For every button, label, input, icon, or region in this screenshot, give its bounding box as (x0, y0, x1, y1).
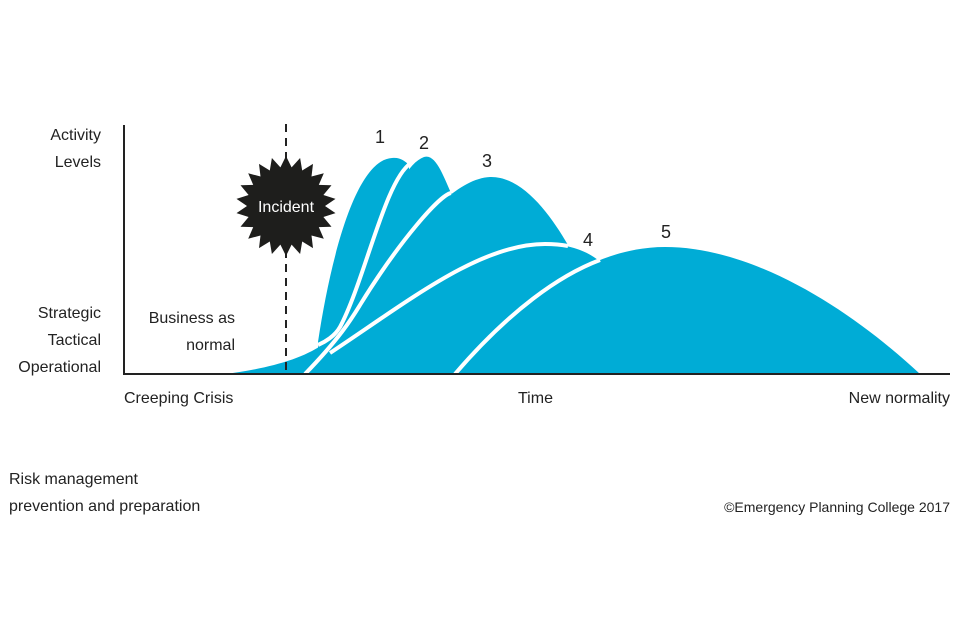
business-as-normal-label: Business as normal (149, 305, 235, 359)
phase-4-edge (328, 241, 569, 355)
y-axis-label: Activity Levels (50, 122, 101, 176)
business-as-normal-line: Business as (148, 310, 235, 327)
business-as-normal-line: normal (186, 337, 235, 354)
incident-label: Incident (258, 199, 315, 216)
x-axis-end-label: New normality (848, 390, 950, 407)
y-axis-label-line: Levels (54, 154, 101, 171)
footer-risk-management: Risk management prevention and preparati… (9, 466, 200, 520)
x-axis-time-label: Time (518, 390, 553, 407)
copyright: ©Emergency Planning College 2017 (724, 499, 950, 515)
phase-1-label: 1 (375, 127, 385, 147)
phase-4-label: 4 (583, 230, 593, 250)
phase-3-edge (303, 191, 452, 376)
footer-line: Risk management (9, 471, 138, 488)
level-tactical: Tactical (47, 332, 101, 349)
x-axis-start-label: Creeping Crisis (124, 390, 234, 407)
phase-2-label: 2 (419, 133, 429, 153)
phase-5-label: 5 (661, 222, 671, 242)
level-operational: Operational (18, 359, 101, 376)
footer-line: prevention and preparation (9, 498, 201, 515)
phase-2-edge (317, 161, 413, 347)
incident-burst-icon (236, 156, 336, 256)
phase-5-area (455, 247, 920, 374)
phase-3-label: 3 (482, 151, 492, 171)
level-labels: Strategic Tactical Operational (18, 300, 101, 381)
y-axis-label-line: Activity (50, 127, 101, 144)
phase-5-edge (453, 258, 601, 376)
level-strategic: Strategic (37, 305, 101, 322)
